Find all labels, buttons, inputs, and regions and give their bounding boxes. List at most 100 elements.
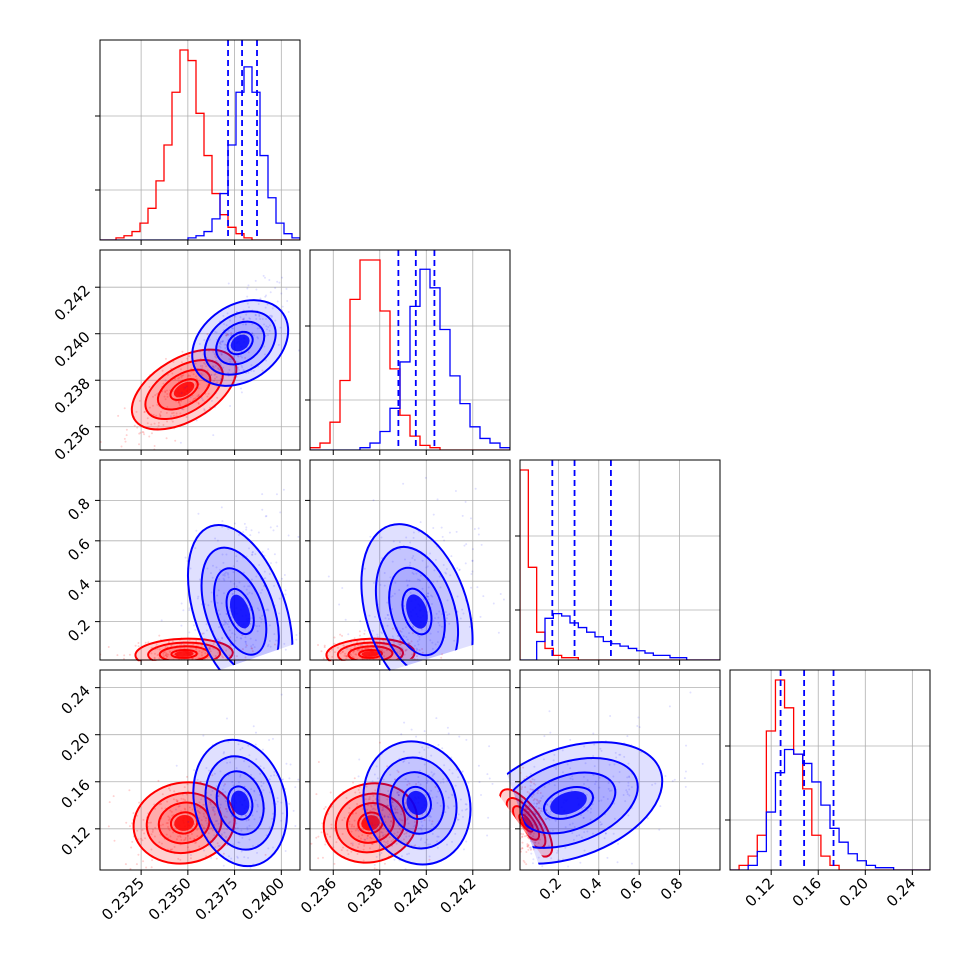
sample-point <box>249 608 252 611</box>
sample-point <box>244 814 247 817</box>
sample-point <box>226 371 229 374</box>
sample-point <box>226 333 229 336</box>
sample-point <box>193 838 196 841</box>
sample-point <box>215 375 218 378</box>
sample-point <box>527 848 530 851</box>
sample-point <box>404 778 407 781</box>
sample-point <box>195 383 198 386</box>
sample-point <box>194 547 197 550</box>
sample-point <box>546 803 549 806</box>
contour-3 <box>170 648 198 659</box>
sample-point <box>261 369 264 372</box>
sample-point <box>247 856 250 859</box>
sample-point <box>264 577 267 580</box>
sample-point <box>428 814 431 817</box>
sample-point <box>177 377 180 380</box>
panel-frame <box>309 249 511 451</box>
sample-point <box>397 770 400 773</box>
sample-point <box>273 633 276 636</box>
sample-point <box>206 567 209 570</box>
sample-point <box>234 757 237 760</box>
sample-point <box>236 354 239 357</box>
sample-point <box>399 638 402 641</box>
sample-point <box>197 395 200 398</box>
sample-point <box>231 327 234 330</box>
sample-point <box>387 617 390 620</box>
sample-point <box>195 648 198 651</box>
sample-point <box>261 614 264 617</box>
sample-point <box>223 619 226 622</box>
panel-frame <box>729 669 931 871</box>
sample-point <box>237 841 240 844</box>
sample-point <box>618 770 621 773</box>
density-peak <box>550 791 587 815</box>
sample-point <box>524 812 527 815</box>
sample-point <box>183 661 185 663</box>
sample-point <box>176 666 178 668</box>
sample-point <box>186 775 189 778</box>
sample-point <box>543 785 546 788</box>
panel-frame <box>309 669 511 871</box>
sample-point <box>216 842 219 845</box>
sample-point <box>267 325 270 328</box>
sample-point <box>262 274 265 277</box>
sample-point <box>289 763 292 766</box>
sample-point <box>198 817 201 820</box>
sample-point <box>179 368 182 371</box>
sample-point <box>398 643 401 646</box>
sample-point <box>222 340 225 343</box>
sample-point <box>390 816 393 819</box>
sample-point <box>377 662 379 664</box>
sample-point <box>405 536 408 539</box>
sample-point <box>179 858 182 861</box>
sample-point <box>129 867 132 870</box>
sample-point <box>408 835 411 838</box>
panel-frame <box>99 39 301 241</box>
sample-point <box>412 572 415 575</box>
sample-point <box>261 588 264 591</box>
sample-point <box>222 624 225 627</box>
sample-point <box>244 640 247 643</box>
sample-point <box>107 646 110 649</box>
sample-point <box>354 829 357 832</box>
sample-point <box>244 323 247 326</box>
grid-group <box>310 460 510 660</box>
sample-point <box>323 644 326 647</box>
sample-point <box>427 595 430 598</box>
sample-point <box>224 571 227 574</box>
sample-point <box>215 785 218 788</box>
sample-point <box>550 857 553 860</box>
sample-point <box>292 809 295 812</box>
sample-point <box>159 410 162 413</box>
contour-1 <box>336 641 405 662</box>
sample-point <box>259 318 262 321</box>
sample-point <box>175 412 178 415</box>
sample-point <box>400 819 403 822</box>
sample-point <box>279 511 282 514</box>
sample-point <box>333 636 336 639</box>
sample-point <box>212 366 215 369</box>
sample-point <box>156 403 159 406</box>
sample-point <box>385 841 388 844</box>
sample-point <box>430 754 433 757</box>
sample-point <box>624 800 627 803</box>
sample-point <box>201 399 204 402</box>
sample-point <box>340 849 343 852</box>
sample-point <box>227 576 230 579</box>
sample-point <box>214 820 217 823</box>
sample-point <box>201 671 203 673</box>
contour-0 <box>478 741 664 865</box>
sample-point <box>457 776 460 779</box>
sample-point <box>437 835 440 838</box>
sample-point <box>311 811 313 813</box>
sample-point <box>181 408 184 411</box>
sample-point <box>461 770 464 773</box>
sample-point <box>219 369 222 372</box>
sample-point <box>406 873 408 875</box>
sample-point <box>179 835 182 838</box>
sample-point <box>599 821 602 824</box>
sample-point <box>302 655 304 657</box>
sample-point <box>144 837 147 840</box>
sample-point <box>243 317 246 320</box>
sample-point <box>253 790 256 793</box>
